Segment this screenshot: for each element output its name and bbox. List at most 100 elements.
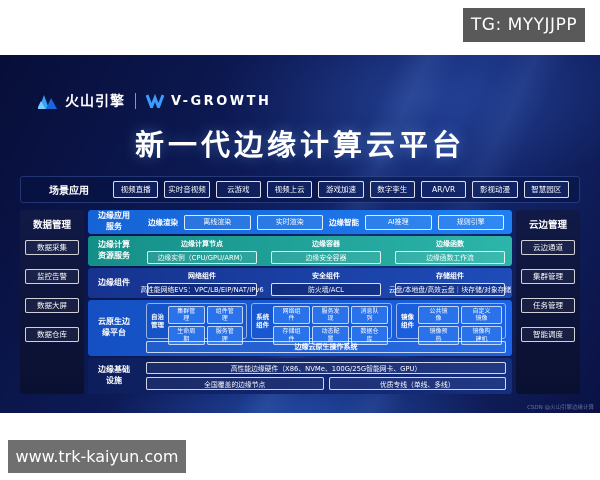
premium-lines-box: 优质专线（单线、多线） (328, 377, 506, 390)
nationwide-nodes-box: 全国覆盖的边缘节点 (146, 377, 324, 390)
csdn-watermark: CSDN @火山引擎边缘计算 (527, 405, 594, 411)
edge-components-label: 边缘组件 (98, 277, 130, 287)
cloud-native-platform-row: 云原生边缘平台 自治管理 集群管理 组件管理 生命周期 服务管理 (88, 300, 512, 356)
autonomy-management-grid: 集群管理 组件管理 生命周期 服务管理 (168, 306, 244, 345)
edge-node-column: 边缘计算节点 边缘实例（CPU/GPU/ARM） (140, 236, 264, 266)
storage-comp-box: 存储组件 (273, 326, 311, 345)
edge-node-header: 边缘计算节点 (181, 239, 223, 248)
scenario-item: 影视动漫 (472, 181, 518, 198)
image-components-group: 镜像组件 公共镜像 自定义镜像 镜像预热 镜像构建机 (396, 303, 506, 345)
system-components-label: 系统组件 (256, 312, 270, 329)
edge-infrastructure-label: 边缘基础设施 (98, 365, 130, 385)
cloud-native-content: 自治管理 集群管理 组件管理 生命周期 服务管理 系统组件 网络组件 (140, 300, 512, 356)
edge-ai-group-label: 边缘智能 (329, 217, 359, 227)
edge-hardware-box: 高性能边缘硬件（X86、NVMe、100G/25G智能网卡、GPU） (146, 362, 506, 374)
scenario-item: 智慧园区 (523, 181, 569, 198)
edge-app-services-content: 边缘渲染 离线渲染 实时渲染 边缘智能 AI推理 规则引擎 (140, 210, 512, 234)
edge-resource-services-row: 边缘计算资源服务 边缘计算节点 边缘实例（CPU/GPU/ARM） 边缘容器 边… (88, 236, 512, 266)
architecture-diagram: 数据管理 数据采集 监控告警 数据大屏 数据仓库 边缘应用服务 边缘渲染 离线渲… (20, 210, 580, 394)
public-image-box: 公共镜像 (418, 306, 460, 325)
image-components-label: 镜像组件 (401, 312, 415, 329)
data-management-panel: 数据管理 数据采集 监控告警 数据大屏 数据仓库 (20, 210, 84, 394)
edge-secure-container-box: 边缘安全容器 (271, 250, 381, 264)
offline-render-box: 离线渲染 (184, 214, 251, 230)
brand-divider (135, 93, 136, 109)
storage-component-column: 存储组件 云盘/本地盘/高效云盘｜块存储/对象存储 (388, 268, 512, 298)
edge-render-group-label: 边缘渲染 (148, 217, 178, 227)
poster-canvas: 火山引擎 V-GROWTH 新一代边缘计算云平台 场景应用 视频直播 实时音视频… (0, 55, 600, 413)
autonomy-management-group: 自治管理 集群管理 组件管理 生命周期 服务管理 (146, 303, 248, 345)
edge-components-row: 边缘组件 网络组件 高性能网络EVS：VPC/LB/EIP/NAT/IPv6 安… (88, 268, 512, 298)
scenario-item: 云游戏 (215, 181, 261, 198)
edge-resource-services-label: 边缘计算资源服务 (98, 240, 130, 260)
scenario-item: AR/VR (420, 181, 467, 198)
data-management-title: 数据管理 (32, 220, 71, 231)
realtime-render-box: 实时渲染 (256, 214, 323, 230)
scenario-item: 视频直播 (113, 181, 159, 198)
cloud-edge-management-title: 云边管理 (528, 220, 567, 231)
scenario-item: 游戏加速 (318, 181, 364, 198)
cloud-native-platform-label: 云原生边缘平台 (98, 317, 130, 337)
autonomy-management-label: 自治管理 (151, 312, 164, 329)
data-management-item: 数据大屏 (25, 298, 79, 313)
data-management-item: 数据仓库 (25, 327, 79, 342)
firewall-acl-box: 防火墙/ACL (271, 282, 381, 296)
scenario-bar-label: 场景应用 (49, 186, 89, 197)
edge-app-services-row: 边缘应用服务 边缘渲染 离线渲染 实时渲染 边缘智能 AI推理 规则引擎 (88, 210, 512, 234)
page-title: 新一代边缘计算云平台 (134, 128, 465, 162)
brand-name-cn: 火山引擎 (65, 94, 125, 110)
edge-instance-box: 边缘实例（CPU/GPU/ARM） (147, 250, 257, 264)
storage-component-header: 存储组件 (436, 271, 464, 280)
network-component-column: 网络组件 高性能网络EVS：VPC/LB/EIP/NAT/IPv6 (140, 268, 264, 298)
image-components-grid: 公共镜像 自定义镜像 镜像预热 镜像构建机 (418, 306, 502, 345)
edge-infrastructure-content: 高性能边缘硬件（X86、NVMe、100G/25G智能网卡、GPU） 全国覆盖的… (140, 358, 512, 394)
brand-header: 火山引擎 V-GROWTH (38, 89, 600, 113)
network-component-header: 网络组件 (188, 271, 216, 280)
data-management-item: 监控告警 (25, 269, 79, 284)
edge-function-workflow-box: 边缘函数工作流 (395, 250, 505, 264)
service-discovery-box: 服务发现 (312, 306, 350, 325)
security-component-header: 安全组件 (312, 271, 340, 280)
cloud-edge-management-item: 智能调度 (521, 327, 575, 342)
edge-function-column: 边缘函数 边缘函数工作流 (388, 236, 512, 266)
v-growth-logo-icon (146, 94, 164, 108)
cloud-edge-management-item: 集群管理 (521, 269, 575, 284)
edge-infrastructure-subrow: 全国覆盖的边缘节点 优质专线（单线、多线） (146, 377, 506, 390)
lifecycle-box: 生命周期 (168, 326, 205, 345)
network-comp-box: 网络组件 (273, 306, 311, 325)
edge-app-services-label: 边缘应用服务 (98, 211, 130, 231)
scenario-item: 实时音视频 (164, 181, 210, 198)
system-components-grid: 网络组件 服务发现 消息队列 存储组件 动态配置 数据仓库 (273, 306, 389, 345)
edge-container-column: 边缘容器 边缘安全容器 (264, 236, 388, 266)
system-components-group: 系统组件 网络组件 服务发现 消息队列 存储组件 动态配置 数据仓库 (251, 303, 393, 345)
cluster-mgmt-box: 集群管理 (168, 306, 205, 325)
volcano-mountain-icon (38, 95, 57, 109)
custom-image-box: 自定义镜像 (461, 306, 502, 325)
service-mgmt-box: 服务管理 (206, 326, 244, 345)
cloud-edge-management-panel: 云边管理 云边通道 集群管理 任务管理 智能调度 (516, 210, 580, 394)
scenario-item: 视频上云 (266, 181, 313, 198)
scenario-applications-bar: 场景应用 视频直播 实时音视频 云游戏 视频上云 游戏加速 数字孪生 AR/VR… (20, 176, 580, 203)
tg-contact-badge: TG: MYYJJPP (463, 8, 585, 42)
network-evs-box: 高性能网络EVS：VPC/LB/EIP/NAT/IPv6 (140, 282, 264, 296)
component-mgmt-box: 组件管理 (206, 306, 244, 325)
security-component-column: 安全组件 防火墙/ACL (264, 268, 388, 298)
dynamic-config-box: 动态配置 (312, 326, 350, 345)
edge-container-header: 边缘容器 (312, 239, 340, 248)
data-warehouse-box: 数据仓库 (351, 326, 389, 345)
edge-infrastructure-row: 边缘基础设施 高性能边缘硬件（X86、NVMe、100G/25G智能网卡、GPU… (88, 358, 512, 394)
data-management-item: 数据采集 (25, 240, 79, 255)
image-builder-box: 镜像构建机 (461, 326, 502, 345)
edge-resource-columns: 边缘计算节点 边缘实例（CPU/GPU/ARM） 边缘容器 边缘安全容器 边缘函… (140, 236, 512, 266)
cloud-native-groups: 自治管理 集群管理 组件管理 生命周期 服务管理 系统组件 网络组件 (146, 303, 506, 345)
message-queue-box: 消息队列 (351, 306, 389, 325)
cloud-edge-management-item: 云边通道 (521, 240, 575, 255)
edge-function-header: 边缘函数 (436, 239, 464, 248)
diagram-rows: 边缘应用服务 边缘渲染 离线渲染 实时渲染 边缘智能 AI推理 规则引擎 边缘计… (88, 210, 512, 394)
ai-inference-box: AI推理 (365, 214, 432, 230)
edge-cloud-native-os-bar: 边缘云原生操作系统 (146, 341, 506, 353)
storage-types-box: 云盘/本地盘/高效云盘｜块存储/对象存储 (389, 282, 511, 296)
cloud-edge-management-item: 任务管理 (521, 298, 575, 313)
brand-name-en: V-GROWTH (171, 93, 272, 109)
scenario-item: 数字孪生 (369, 181, 415, 198)
